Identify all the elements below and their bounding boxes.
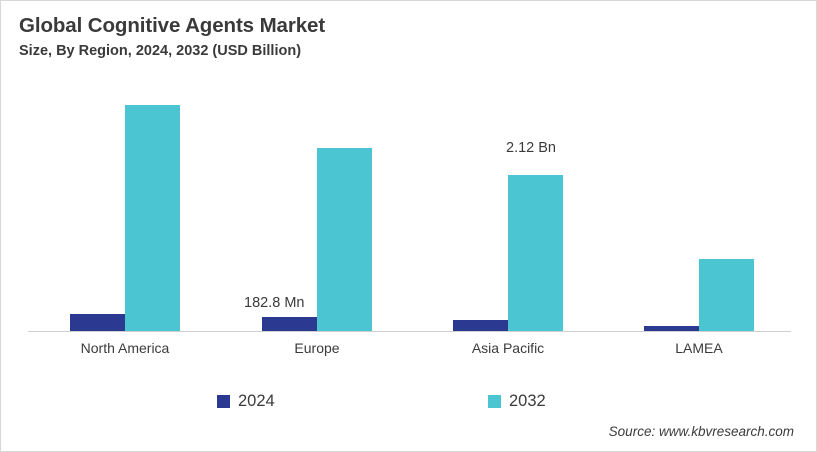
bar-2024-north-america <box>70 314 125 331</box>
title-block: Global Cognitive Agents Market Size, By … <box>19 13 719 62</box>
x-axis-label-europe: Europe <box>294 340 340 356</box>
bar-2032-north-america <box>125 105 180 331</box>
legend-swatch-2024-icon <box>217 394 230 408</box>
legend-label-2032: 2032 <box>509 392 546 410</box>
bar-2024-europe <box>262 317 317 331</box>
value-label-europe-2024: 182.8 Mn <box>244 295 305 311</box>
legend-item-2032[interactable]: 2032 <box>488 393 546 409</box>
x-axis-label-north-america: North America <box>80 340 170 356</box>
value-label-asia-pacific-2032: 2.12 Bn <box>506 140 556 156</box>
x-axis-label-lamea: LAMEA <box>675 340 723 356</box>
legend-item-2024[interactable]: 2024 <box>217 393 275 409</box>
bar-2032-europe <box>317 148 372 331</box>
chart-legend: 2024 2032 <box>1 393 816 417</box>
chart-subtitle: Size, By Region, 2024, 2032 (USD Billion… <box>19 43 302 59</box>
source-attribution: Source: www.kbvresearch.com <box>608 424 794 439</box>
x-axis-label-asia-pacific: Asia Pacific <box>471 340 545 356</box>
bar-2032-lamea <box>699 259 754 331</box>
legend-label-2024: 2024 <box>238 392 275 410</box>
bar-2032-asia-pacific <box>508 175 563 331</box>
bar-2024-lamea <box>644 326 699 331</box>
legend-swatch-2032-icon <box>488 394 501 408</box>
x-axis-line <box>28 331 791 332</box>
page-title: Global Cognitive Agents Market <box>19 14 326 37</box>
bar-2024-asia-pacific <box>453 320 508 331</box>
